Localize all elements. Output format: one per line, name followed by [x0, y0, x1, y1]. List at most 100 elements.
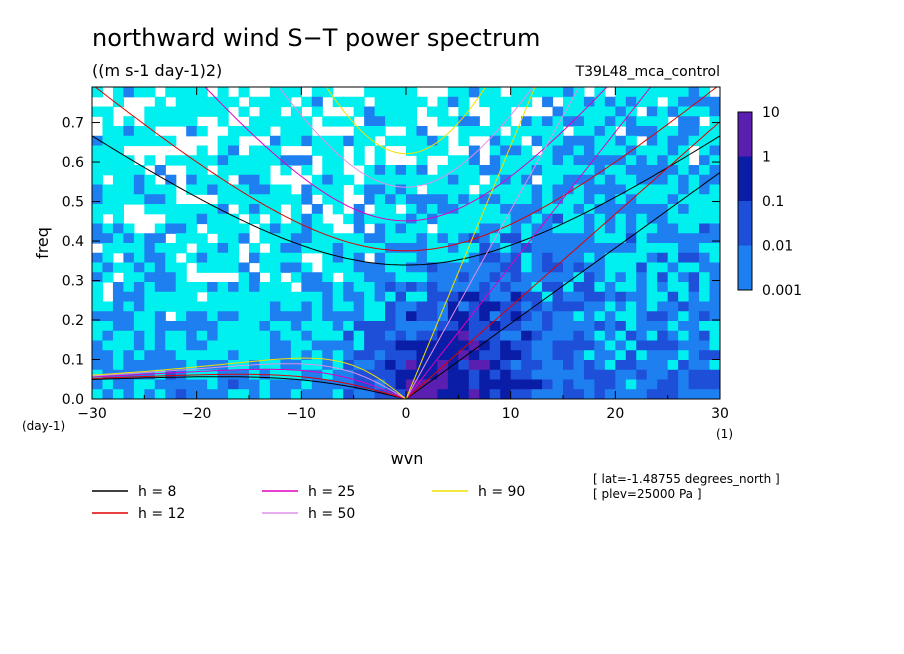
heatmap-cell: [102, 262, 114, 273]
heatmap-cell: [573, 204, 585, 215]
heatmap-cell: [531, 87, 543, 98]
heatmap-cell: [112, 291, 124, 303]
heatmap-cell: [604, 155, 616, 166]
heatmap-cell: [364, 174, 376, 186]
heatmap-cell: [322, 87, 334, 98]
kelvin-curve: [405, 172, 720, 399]
heatmap-cell: [259, 96, 271, 108]
heatmap-cell: [699, 155, 711, 166]
heatmap-cell: [123, 155, 135, 166]
heatmap-cell: [699, 369, 711, 381]
heatmap-cell: [615, 379, 627, 390]
heatmap-cell: [186, 184, 198, 195]
heatmap-cell: [322, 184, 334, 195]
heatmap-cell: [385, 311, 397, 322]
heatmap-cell: [217, 360, 229, 371]
heatmap-cell: [563, 252, 575, 264]
heatmap-cell: [594, 301, 606, 312]
heatmap-cell: [468, 282, 480, 293]
heatmap-cell: [521, 301, 533, 312]
heatmap-cell: [688, 184, 700, 195]
heatmap-cell: [542, 165, 554, 176]
heatmap-cell: [332, 291, 344, 303]
heatmap-cell: [510, 145, 522, 156]
y-tick-label: 0.2: [62, 313, 84, 329]
heatmap-cell: [374, 213, 386, 225]
heatmap-cell: [458, 360, 470, 371]
heatmap-cell: [468, 194, 480, 205]
heatmap-cell: [563, 291, 575, 303]
heatmap-cell: [657, 321, 669, 332]
heatmap-cell: [332, 204, 344, 215]
heatmap-cell: [154, 165, 166, 176]
heatmap-cell: [615, 184, 627, 195]
heatmap-cell: [406, 213, 418, 225]
heatmap-cell: [395, 213, 407, 225]
heatmap-cell: [688, 301, 700, 312]
heatmap-cell: [625, 184, 637, 195]
heatmap-cell: [259, 301, 271, 312]
heatmap-cell: [374, 243, 386, 254]
heatmap-cell: [290, 116, 302, 127]
heatmap-cell: [395, 87, 407, 98]
heatmap-cell: [500, 291, 512, 303]
heatmap-cell: [426, 369, 438, 381]
heatmap-cell: [468, 360, 480, 371]
heatmap-cell: [259, 379, 271, 390]
heatmap-cell: [709, 233, 720, 244]
heatmap-cell: [165, 282, 177, 293]
heatmap-cell: [165, 213, 177, 225]
heatmap-cell: [646, 311, 658, 322]
heatmap-cell: [322, 165, 334, 176]
heatmap-cell: [186, 321, 198, 332]
heatmap-cell: [531, 272, 543, 283]
heatmap-cell: [133, 282, 145, 293]
heatmap-cell: [322, 174, 334, 186]
heatmap-cell: [563, 340, 575, 351]
heatmap-cell: [123, 135, 135, 147]
heatmap-cell: [353, 145, 365, 156]
heatmap-cell: [583, 165, 595, 176]
heatmap-cell: [636, 96, 648, 108]
colorbar-swatch: [738, 112, 752, 157]
x-tick-label: −10: [287, 406, 317, 422]
heatmap-cell: [364, 106, 376, 117]
heatmap-cell: [406, 301, 418, 312]
heatmap-cell: [301, 126, 313, 137]
heatmap-cell: [657, 145, 669, 156]
heatmap-cell: [238, 311, 250, 322]
heatmap-cell: [259, 174, 271, 186]
heatmap-cell: [583, 126, 595, 137]
heatmap-cell: [667, 126, 679, 137]
heatmap-cell: [604, 145, 616, 156]
heatmap-cell: [563, 87, 575, 98]
heatmap-cell: [301, 96, 313, 108]
heatmap-cell: [196, 252, 208, 264]
heatmap-cell: [542, 223, 554, 234]
heatmap-cell: [426, 145, 438, 156]
heatmap-cell: [207, 350, 219, 361]
heatmap-cell: [186, 87, 198, 98]
heatmap-cell: [542, 233, 554, 244]
heatmap-cell: [112, 350, 124, 361]
heatmap-cell: [489, 106, 501, 117]
heatmap-cell: [238, 155, 250, 166]
heatmap-cell: [521, 87, 533, 98]
heatmap-cell: [458, 223, 470, 234]
heatmap-cell: [678, 96, 690, 108]
heatmap-cell: [667, 340, 679, 351]
heatmap-cell: [165, 369, 177, 381]
heatmap-cell: [385, 213, 397, 225]
heatmap-cell: [594, 379, 606, 390]
heatmap-cell: [542, 369, 554, 381]
heatmap-cell: [395, 262, 407, 273]
heatmap-cell: [709, 389, 720, 399]
heatmap-cell: [458, 282, 470, 293]
heatmap-cell: [144, 262, 156, 273]
heatmap-cell: [699, 272, 711, 283]
heatmap-cell: [144, 252, 156, 264]
heatmap-cell: [563, 262, 575, 273]
heatmap-cell: [406, 360, 418, 371]
heatmap-cell: [165, 116, 177, 127]
plot-area: [91, 86, 721, 400]
